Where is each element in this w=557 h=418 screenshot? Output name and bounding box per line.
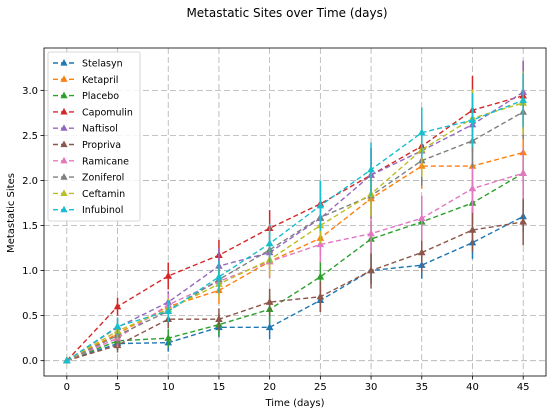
legend-label: Ceftamin	[82, 189, 125, 200]
data-point	[316, 201, 325, 209]
y-tick-label: 1.0	[22, 266, 38, 277]
legend-item: Capomulin	[53, 107, 133, 118]
legend-item: Ramicane	[53, 156, 129, 167]
data-point	[367, 266, 375, 274]
data-point	[367, 229, 375, 237]
data-point	[519, 169, 527, 176]
data-point	[519, 96, 527, 103]
series-propriva	[63, 198, 527, 364]
legend-label: Zoniferol	[82, 173, 124, 184]
x-axis-label: Time (days)	[264, 398, 324, 409]
legend-marker	[60, 205, 68, 213]
legend-marker	[60, 124, 68, 131]
y-axis-label: Metastatic Sites	[6, 173, 17, 253]
data-point	[265, 323, 274, 331]
legend-marker	[60, 140, 68, 148]
legend-item: Propriva	[53, 140, 121, 151]
x-tick-label: 15	[213, 382, 226, 393]
data-point	[468, 184, 477, 192]
legend-label: Infubinol	[82, 205, 123, 216]
legend-item: Ceftamin	[53, 189, 125, 200]
legend-label: Propriva	[82, 140, 121, 151]
x-tick-label: 5	[114, 382, 120, 393]
data-point	[417, 214, 426, 222]
legend-label: Capomulin	[82, 107, 133, 118]
data-point	[63, 356, 71, 364]
legend-item: Infubinol	[53, 205, 123, 216]
y-tick-label: 3.0	[22, 86, 38, 97]
data-point	[316, 240, 325, 248]
data-point	[519, 217, 527, 225]
legend-box	[47, 51, 141, 222]
data-point	[316, 292, 325, 300]
legend-marker	[60, 107, 68, 115]
legend-item: Ketapril	[53, 75, 118, 86]
legend-item: Zoniferol	[53, 173, 124, 184]
data-point	[417, 248, 426, 256]
x-tick-label: 10	[162, 382, 175, 393]
legend-label: Stelasyn	[82, 59, 123, 70]
x-tick-label: 25	[314, 382, 327, 393]
series-line	[66, 221, 524, 362]
x-tick-label: 45	[517, 382, 530, 393]
series-line	[66, 91, 524, 362]
legend-item: Naftisol	[53, 124, 118, 135]
legend-marker	[60, 75, 68, 82]
axes-frame	[43, 47, 547, 377]
series-line	[66, 172, 524, 362]
chart-title: Metastatic Sites over Time (days)	[186, 6, 387, 20]
y-tick-label: 1.5	[22, 221, 38, 232]
series-line	[66, 215, 524, 362]
data-point	[215, 272, 223, 280]
legend-marker	[60, 173, 68, 180]
plot-area	[63, 60, 527, 364]
legend-marker	[60, 59, 68, 66]
data-point	[215, 315, 223, 322]
x-tick-label: 30	[365, 382, 378, 393]
y-tick-label: 2.5	[22, 131, 38, 142]
data-point	[113, 302, 122, 310]
axes: 0 5 10 15 20 25 30 35 40 45 0.0 0.5 1.0 1.5 2.0 2.5 3.0	[22, 47, 547, 393]
series-line	[66, 111, 524, 362]
y-tick-label: 2.0	[22, 176, 38, 187]
y-tick-label: 0.5	[22, 311, 38, 322]
data-point	[164, 333, 173, 341]
data-point	[265, 239, 274, 247]
series-line	[66, 99, 524, 362]
data-point	[316, 272, 325, 280]
legend-label: Ketapril	[82, 75, 118, 86]
data-point	[265, 297, 274, 305]
legend-marker	[60, 91, 68, 99]
series-line	[66, 95, 524, 362]
legend-item: Placebo	[53, 91, 119, 102]
series-line	[66, 151, 524, 362]
legend-marker	[60, 189, 68, 196]
series-line	[66, 102, 524, 362]
legend-item: Stelasyn	[53, 59, 123, 70]
data-point	[367, 165, 375, 173]
legend-marker	[60, 156, 68, 164]
data-point	[417, 128, 426, 136]
data-point	[113, 322, 122, 330]
data-point	[468, 115, 477, 123]
data-point	[164, 306, 173, 314]
legend-label: Placebo	[82, 91, 119, 102]
series-infubinol	[63, 73, 527, 364]
legend-label: Ramicane	[82, 156, 129, 167]
legend-label: Naftisol	[82, 124, 118, 135]
data-point	[164, 271, 173, 279]
x-tick-label: 20	[263, 382, 276, 393]
x-tick-label: 40	[466, 382, 479, 393]
data-point	[468, 225, 477, 233]
legend: Stelasyn Ketapril Placebo Capomulin Naftisol…	[47, 51, 141, 222]
x-tick-label: 0	[64, 382, 70, 393]
x-tick-label: 35	[415, 382, 428, 393]
y-tick-label: 0.0	[22, 356, 38, 367]
